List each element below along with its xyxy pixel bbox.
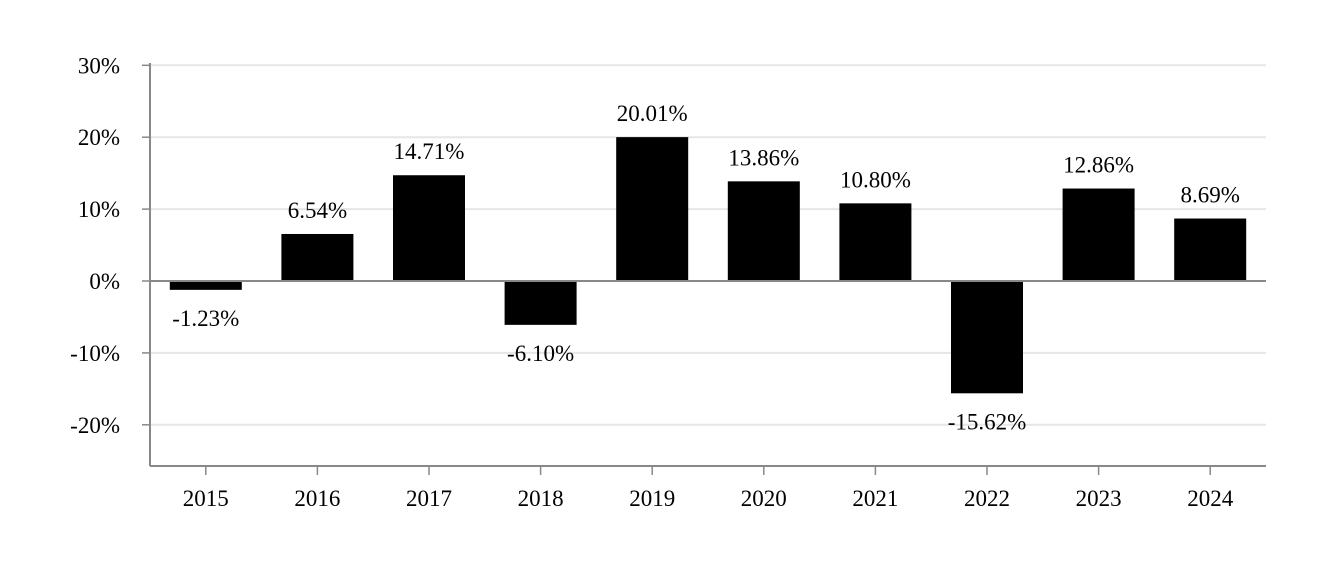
data-label-2023: 12.86% — [1063, 153, 1134, 178]
data-label-2022: -15.62% — [948, 409, 1027, 434]
data-label-2020: 13.86% — [728, 145, 799, 170]
axes — [142, 63, 1266, 475]
data-label-2024: 8.69% — [1180, 183, 1239, 208]
x-tick-label: 2019 — [629, 486, 675, 511]
y-tick-label: -10% — [70, 341, 120, 366]
bar-2017 — [393, 175, 465, 281]
bar-2022 — [951, 281, 1023, 394]
data-label-2016: 6.54% — [288, 198, 347, 223]
x-tick-label: 2020 — [741, 486, 787, 511]
y-tick-label: 20% — [78, 125, 120, 150]
y-tick-label: 10% — [78, 197, 120, 222]
y-tick-label: -20% — [70, 413, 120, 438]
bar-2018 — [504, 281, 577, 325]
data-label-2017: 14.71% — [394, 139, 465, 164]
data-label-2021: 10.80% — [840, 167, 911, 192]
bar-2023 — [1062, 188, 1135, 281]
labels: 30% 20% 10% 0% -10% -20% -1.23% 2015 6.54% 2016 14… — [70, 53, 1240, 511]
bar-2024 — [1174, 218, 1247, 281]
bar-2016 — [281, 233, 354, 281]
y-tick-label: 0% — [89, 269, 120, 294]
x-tick-label: 2018 — [518, 486, 564, 511]
data-label-2015: -1.23% — [172, 306, 239, 331]
x-tick-label: 2015 — [183, 486, 229, 511]
bar-2015 — [169, 281, 242, 290]
x-tick-label: 2024 — [1187, 486, 1234, 511]
x-tick-label: 2021 — [852, 486, 898, 511]
y-tick-label: 30% — [78, 53, 120, 78]
bars — [169, 137, 1247, 394]
bar-2019 — [616, 137, 689, 281]
data-label-2019: 20.01% — [617, 101, 688, 126]
x-tick-label: 2016 — [294, 486, 340, 511]
x-tick-label: 2017 — [406, 486, 452, 511]
data-label-2018: -6.10% — [507, 341, 574, 366]
bar-2020 — [727, 181, 800, 281]
x-tick-label: 2022 — [964, 486, 1010, 511]
x-tick-label: 2023 — [1076, 486, 1122, 511]
bar-2021 — [839, 203, 912, 281]
gridlines — [150, 64, 1266, 426]
